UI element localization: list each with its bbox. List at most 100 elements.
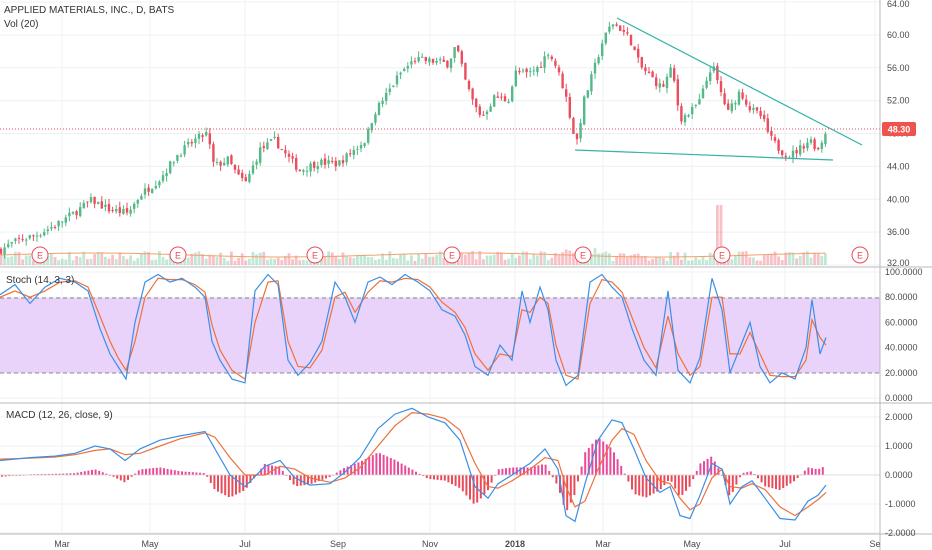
stoch-tick-label: 20.0000 bbox=[885, 368, 918, 378]
candle-body bbox=[583, 96, 586, 125]
macd-histogram-bar bbox=[631, 475, 633, 490]
volume-bar bbox=[366, 257, 370, 265]
volume-bar bbox=[554, 252, 557, 265]
volume-bar bbox=[330, 252, 334, 265]
macd-histogram-bar bbox=[793, 475, 795, 482]
macd-histogram-bar bbox=[580, 466, 583, 475]
stoch-pane[interactable] bbox=[0, 273, 880, 387]
candle-body bbox=[626, 32, 629, 34]
macd-histogram-bar bbox=[350, 465, 353, 475]
volume-bar bbox=[734, 255, 737, 265]
macd-histogram-bar bbox=[73, 473, 75, 475]
candle-body bbox=[305, 170, 309, 172]
macd-histogram-bar bbox=[389, 458, 392, 475]
candle-body bbox=[32, 235, 35, 237]
volume-bar bbox=[611, 260, 615, 265]
price-axis[interactable]: 32.0036.0040.0044.0048.0052.0056.0060.00… bbox=[885, 0, 923, 538]
volume-bar bbox=[600, 252, 604, 265]
volume-bar bbox=[492, 254, 496, 265]
candle-body bbox=[532, 70, 535, 72]
earnings-marker[interactable] bbox=[306, 246, 324, 264]
volume-bar bbox=[507, 258, 510, 265]
volume-bar bbox=[406, 260, 410, 265]
resistance-trendline[interactable] bbox=[616, 17, 863, 146]
macd-histogram-bar bbox=[123, 475, 126, 483]
candle-body bbox=[241, 172, 244, 178]
volume-bar bbox=[550, 257, 554, 265]
candle-body bbox=[773, 137, 777, 141]
volume-bar bbox=[197, 251, 201, 265]
macd-histogram-bar bbox=[541, 464, 543, 475]
volume-bar bbox=[532, 254, 536, 265]
volume-bar bbox=[161, 256, 165, 265]
candle-body bbox=[503, 96, 507, 102]
earnings-marker[interactable] bbox=[713, 246, 731, 264]
candle-body bbox=[475, 98, 478, 108]
volume-bar bbox=[57, 260, 60, 265]
macd-histogram-bar bbox=[371, 455, 374, 475]
volume-bar bbox=[788, 252, 791, 265]
volume-bar bbox=[647, 260, 651, 265]
volume-bar bbox=[593, 248, 597, 265]
volume-bar bbox=[10, 256, 14, 265]
macd-histogram-bar bbox=[116, 475, 119, 479]
volume-bar bbox=[17, 251, 21, 265]
support-trendline[interactable] bbox=[574, 149, 834, 161]
candle-body bbox=[255, 161, 258, 165]
volume-bar bbox=[262, 251, 266, 265]
macd-histogram-bar bbox=[447, 475, 450, 483]
volume-bar bbox=[644, 255, 647, 265]
volume-bar bbox=[348, 257, 352, 265]
volume-bar bbox=[89, 258, 93, 265]
candle-body bbox=[302, 170, 305, 172]
volume-bar bbox=[273, 259, 276, 265]
candle-body bbox=[259, 147, 262, 163]
volume-bar bbox=[226, 260, 230, 265]
volume-bar bbox=[388, 251, 392, 265]
earnings-marker[interactable] bbox=[574, 246, 592, 264]
candle-body bbox=[496, 96, 499, 98]
macd-pane[interactable] bbox=[0, 407, 880, 523]
volume-bar bbox=[759, 260, 762, 265]
macd-histogram-bar bbox=[47, 473, 50, 475]
candle-body bbox=[223, 162, 226, 166]
volume-bar bbox=[413, 260, 417, 265]
candle-body bbox=[629, 34, 633, 46]
macd-histogram-bar bbox=[310, 475, 313, 484]
earnings-marker[interactable] bbox=[169, 246, 187, 264]
macd-histogram-bar bbox=[814, 468, 817, 475]
candle-body bbox=[46, 229, 49, 232]
earnings-marker[interactable] bbox=[443, 246, 461, 264]
stoch-tick-label: 100.0000 bbox=[885, 267, 923, 277]
candle-body bbox=[766, 118, 769, 132]
macd-histogram-bar bbox=[379, 453, 381, 475]
macd-histogram-bar bbox=[1, 475, 3, 477]
candle-body bbox=[140, 196, 143, 200]
earnings-marker[interactable] bbox=[851, 246, 869, 264]
time-axis[interactable]: Mar May Jul Sep Nov 2018 Mar May Jul Se bbox=[54, 539, 880, 549]
candle-body bbox=[161, 175, 165, 181]
volume-bar bbox=[651, 258, 654, 265]
volume-bar bbox=[136, 258, 140, 265]
volume-bar bbox=[280, 260, 284, 265]
volume-bar bbox=[86, 259, 89, 265]
candle-body bbox=[701, 88, 705, 99]
candle-body bbox=[759, 111, 762, 117]
volume-bar bbox=[456, 260, 460, 265]
volume-bar bbox=[665, 260, 669, 265]
volume-bar bbox=[770, 253, 773, 265]
candle-body bbox=[651, 71, 654, 78]
volume-bar bbox=[258, 252, 262, 265]
candle-body bbox=[536, 67, 539, 73]
candle-body bbox=[590, 74, 593, 92]
macd-histogram-bar bbox=[569, 475, 572, 503]
time-tick-label: Jul bbox=[239, 539, 251, 549]
earnings-marker[interactable] bbox=[31, 246, 49, 264]
volume-bar bbox=[24, 255, 28, 265]
macd-histogram-bar bbox=[289, 475, 291, 481]
volume-bar bbox=[773, 251, 777, 265]
volume-bar bbox=[93, 253, 96, 265]
